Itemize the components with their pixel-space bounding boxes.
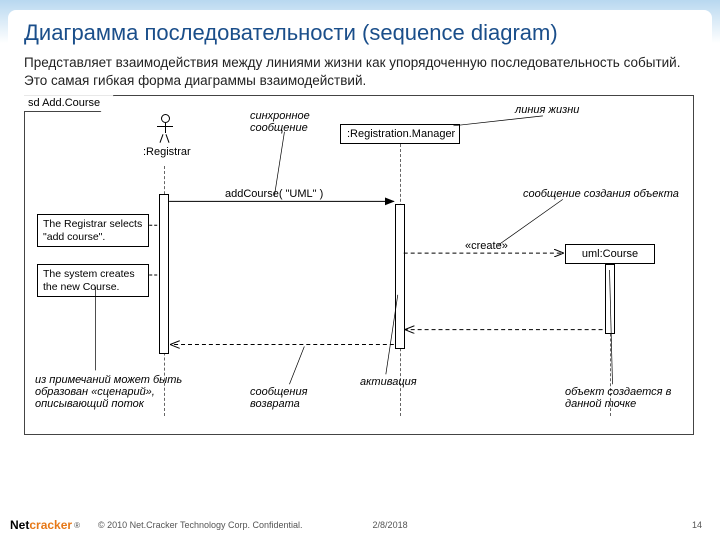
slide-description: Представляет взаимодействия между линиям… (24, 54, 696, 89)
msg-addcourse-label: addCourse( "UML" ) (225, 188, 323, 200)
sequence-diagram: sd Add.Course :Registrar :Registration.M… (24, 95, 694, 435)
slide-title: Диаграмма последовательности (sequence d… (24, 20, 696, 46)
activation-bar (159, 194, 169, 354)
footer-date: 2/8/2018 (373, 520, 408, 530)
lifeline-uml-course: uml:Course (565, 244, 655, 264)
actor-label: :Registrar (143, 146, 187, 158)
logo: Netcracker (10, 518, 72, 532)
annot-activation: активация (360, 376, 417, 388)
footer: Netcracker ® © 2010 Net.Cracker Technolo… (0, 516, 720, 534)
copyright: © 2010 Net.Cracker Technology Corp. Conf… (98, 520, 303, 530)
logo-net: Net (10, 518, 29, 532)
trademark: ® (74, 521, 80, 530)
activation-bar (605, 264, 615, 334)
annot-create-message: сообщение создания объекта (523, 188, 679, 200)
frame-label: sd Add.Course (24, 95, 114, 112)
logo-cracker: cracker (29, 518, 72, 532)
slide: Диаграмма последовательности (sequence d… (0, 0, 720, 540)
actor-registrar: :Registrar (143, 114, 187, 158)
activation-bar (395, 204, 405, 349)
annot-return-messages: сообщения возврата (250, 386, 330, 410)
content-box: Диаграмма последовательности (sequence d… (8, 10, 712, 510)
annot-lifeline: линия жизни (515, 104, 579, 116)
page-number: 14 (692, 520, 702, 530)
lifeline-registration-manager: :Registration.Manager (340, 124, 460, 144)
note-system-creates: The system creates the new Course. (37, 264, 149, 297)
annot-object-created: объект создается в данной точке (565, 386, 685, 410)
actor-icon (156, 114, 174, 144)
annot-scenario-note: из примечаний может быть образован «сцен… (35, 374, 205, 410)
note-select-add-course: The Registrar selects "add course". (37, 214, 149, 247)
annot-sync-message: синхронное сообщение (250, 110, 340, 134)
msg-create-label: «create» (465, 240, 508, 252)
